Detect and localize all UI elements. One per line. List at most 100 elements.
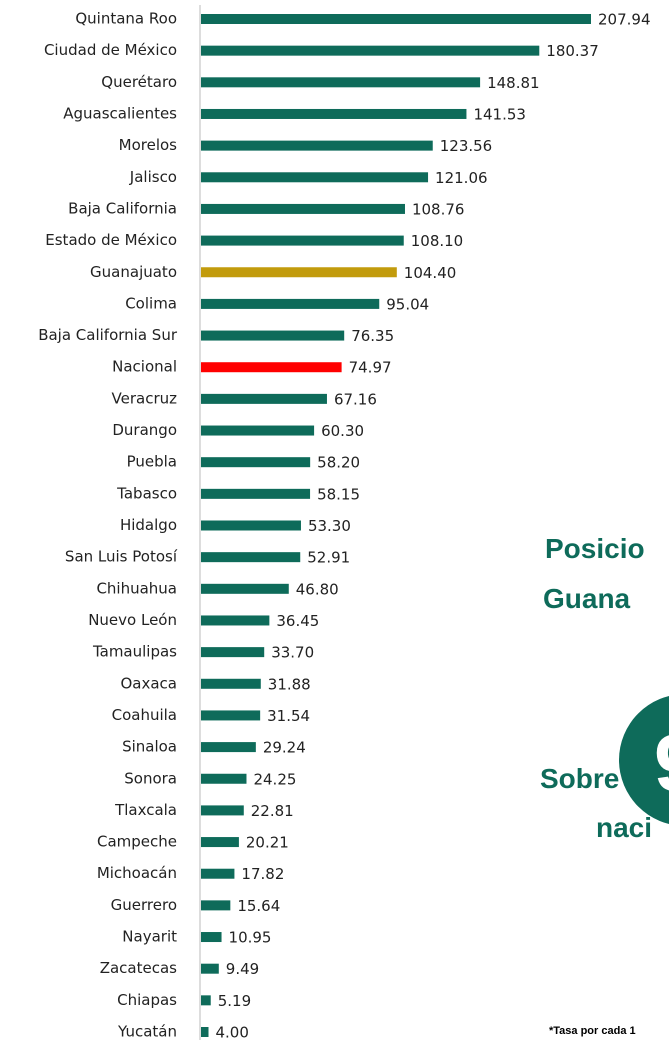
- bar: [201, 900, 231, 911]
- category-label: Guerrero: [111, 896, 177, 914]
- bar: [201, 172, 429, 183]
- annotation: Sobre: [540, 763, 619, 794]
- category-label: Querétaro: [101, 73, 177, 91]
- bar: [201, 235, 404, 246]
- bar: [201, 520, 301, 531]
- category-label: Jalisco: [129, 168, 177, 186]
- value-label: 31.54: [267, 707, 310, 725]
- bar: [201, 488, 311, 499]
- category-label: Campeche: [97, 833, 177, 851]
- bar: [201, 298, 380, 309]
- value-label: 17.82: [241, 865, 284, 883]
- value-label: 36.45: [276, 612, 319, 630]
- bar: [201, 77, 481, 88]
- value-label: 76.35: [351, 327, 394, 345]
- value-label: 33.70: [271, 644, 314, 662]
- bar: [201, 140, 433, 151]
- category-label: Nayarit: [122, 928, 177, 946]
- category-label: Baja California: [68, 199, 177, 217]
- bar: [201, 647, 265, 658]
- bar: [201, 108, 467, 119]
- bar: [201, 615, 270, 626]
- value-label: 95.04: [386, 295, 429, 313]
- category-label: Nuevo León: [88, 611, 177, 629]
- value-label: 58.20: [317, 454, 360, 472]
- category-label: Guanajuato: [90, 263, 177, 281]
- bar: [201, 425, 315, 436]
- value-label: 4.00: [216, 1024, 249, 1040]
- bar: [201, 1027, 209, 1037]
- bar: [201, 805, 244, 816]
- value-label: 22.81: [251, 802, 294, 820]
- category-label: Nacional: [112, 358, 177, 376]
- category-label: Sonora: [124, 769, 177, 787]
- category-label: Michoacán: [97, 864, 177, 882]
- bar: [201, 203, 405, 214]
- annotation: Posicio: [545, 533, 645, 564]
- category-label: Coahuila: [112, 706, 177, 724]
- bar: [201, 45, 540, 56]
- bar: [201, 14, 591, 24]
- value-label: 104.40: [404, 264, 457, 282]
- value-label: 207.94: [598, 11, 651, 29]
- category-label: Yucatán: [117, 1023, 177, 1040]
- category-label: Puebla: [127, 453, 177, 471]
- value-label: 52.91: [307, 549, 350, 567]
- value-label: 180.37: [546, 42, 599, 60]
- value-label: 108.10: [411, 232, 464, 250]
- category-label: Durango: [112, 421, 177, 439]
- value-label: 121.06: [435, 169, 488, 187]
- bar: [201, 995, 211, 1006]
- value-label: 24.25: [253, 770, 296, 788]
- value-label: 141.53: [473, 105, 526, 123]
- value-label: 20.21: [246, 834, 289, 852]
- bar: [201, 552, 301, 563]
- value-label: 46.80: [296, 580, 339, 598]
- badge: [619, 695, 669, 825]
- value-label: 108.76: [412, 200, 465, 218]
- category-label: Quintana Roo: [75, 10, 177, 28]
- category-label: Baja California Sur: [38, 326, 178, 344]
- category-label: Colima: [125, 294, 177, 312]
- bar: [201, 583, 289, 594]
- bar: [201, 773, 247, 784]
- bar: [201, 362, 342, 373]
- value-label: 31.88: [268, 675, 311, 693]
- category-label: Zacatecas: [100, 959, 177, 977]
- bar: [201, 932, 222, 943]
- value-label: 10.95: [229, 929, 272, 947]
- value-label: 9.49: [226, 960, 259, 978]
- bar: [201, 742, 256, 753]
- category-label: Estado de México: [45, 231, 177, 249]
- category-label: Ciudad de México: [44, 41, 177, 59]
- category-label: Tabasco: [116, 484, 177, 502]
- bar: [201, 868, 235, 879]
- category-label: Sinaloa: [122, 738, 177, 756]
- bar: [201, 710, 261, 721]
- value-label: 29.24: [263, 739, 306, 757]
- category-label: Oaxaca: [120, 674, 177, 692]
- category-label: Chihuahua: [96, 579, 177, 597]
- category-label: Tlaxcala: [114, 801, 177, 819]
- bar: [201, 393, 327, 404]
- bar: [201, 678, 261, 689]
- category-label: Hidalgo: [120, 516, 177, 534]
- footnote: *Tasa por cada 1: [549, 1025, 636, 1037]
- bar: [201, 837, 239, 848]
- bar: [201, 457, 311, 468]
- value-label: 74.97: [349, 359, 392, 377]
- category-label: San Luis Potosí: [65, 548, 178, 566]
- value-label: 148.81: [487, 74, 539, 92]
- category-label: Morelos: [119, 136, 178, 154]
- annotation: naci: [596, 812, 652, 843]
- value-label: 15.64: [237, 897, 280, 915]
- value-label: 60.30: [321, 422, 364, 440]
- value-label: 5.19: [218, 992, 251, 1010]
- bar: [201, 267, 397, 278]
- value-label: 58.15: [317, 485, 360, 503]
- value-label: 53.30: [308, 517, 351, 535]
- category-label: Tamaulipas: [92, 643, 177, 661]
- value-label: 123.56: [440, 137, 493, 155]
- bar: [201, 963, 219, 974]
